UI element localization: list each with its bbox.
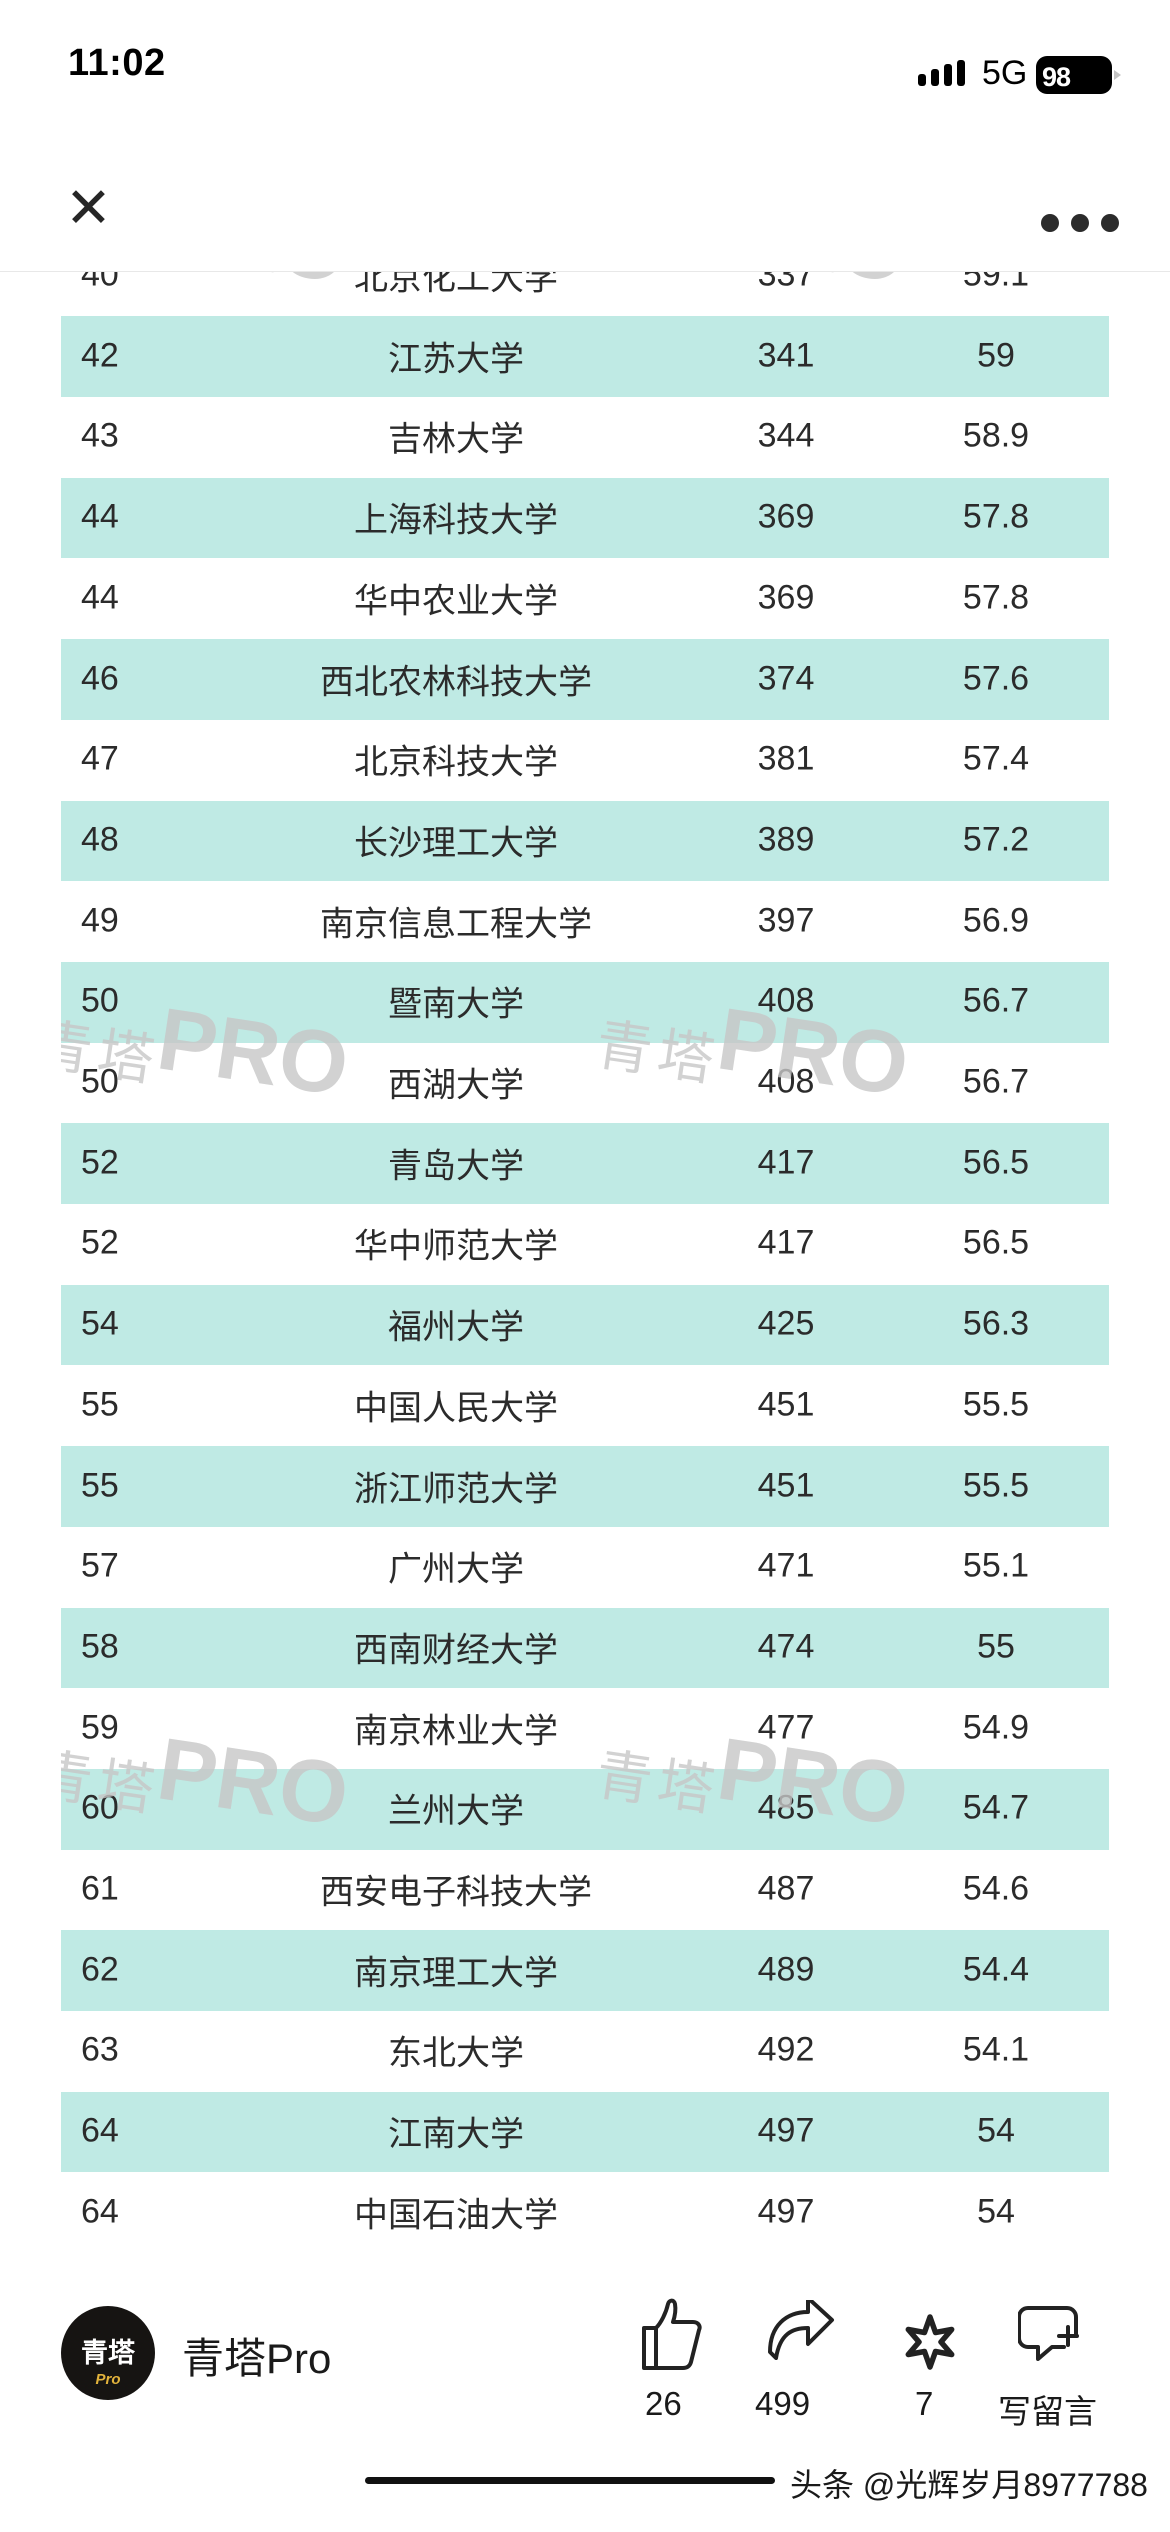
svg-text:青塔: 青塔 (81, 2338, 136, 2368)
svg-text:Pro: Pro (95, 2371, 120, 2388)
